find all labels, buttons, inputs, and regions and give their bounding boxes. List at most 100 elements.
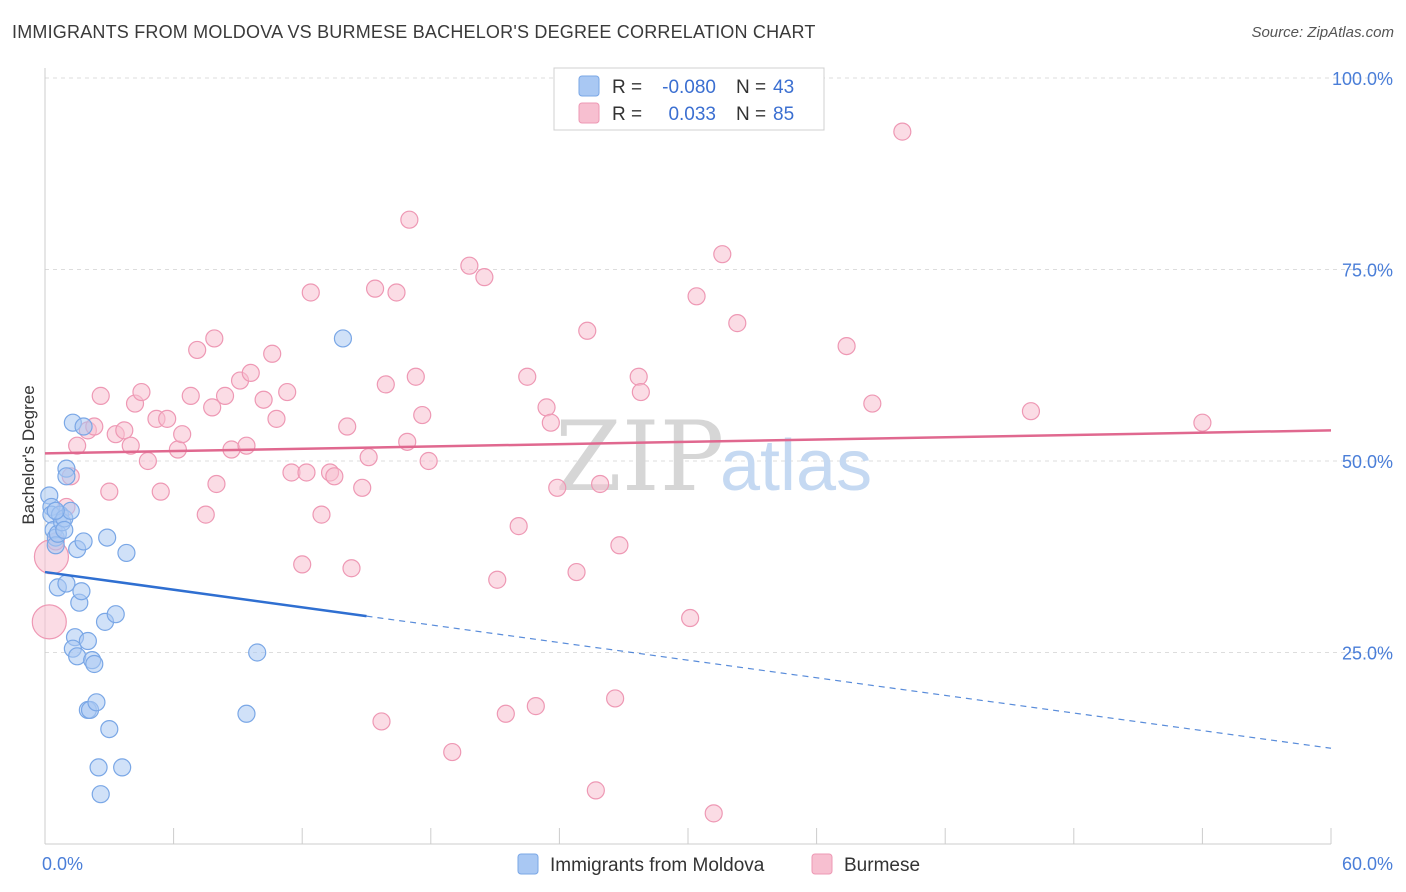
burmese-point <box>497 705 514 722</box>
burmese-point <box>519 368 536 385</box>
burmese-point <box>242 364 259 381</box>
burmese-point <box>592 475 609 492</box>
burmese-point <box>313 506 330 523</box>
burmese-point <box>894 123 911 140</box>
burmese-point <box>705 805 722 822</box>
burmese-point <box>32 605 66 639</box>
burmese-point <box>159 410 176 427</box>
burmese-point <box>92 387 109 404</box>
burmese-point <box>152 483 169 500</box>
burmese-point <box>197 506 214 523</box>
burmese-point <box>1194 414 1211 431</box>
burmese-point <box>388 284 405 301</box>
burmese-point <box>182 387 199 404</box>
burmese-point <box>298 464 315 481</box>
burmese-point <box>255 391 272 408</box>
moldova-point <box>238 705 255 722</box>
burmese-point <box>133 384 150 401</box>
moldova-point <box>58 468 75 485</box>
burmese-point <box>607 690 624 707</box>
burmese-point <box>682 610 699 627</box>
burmese-point <box>611 537 628 554</box>
burmese-point <box>542 414 559 431</box>
moldova-point <box>249 644 266 661</box>
burmese-point <box>360 449 377 466</box>
scatter-chart: ZIP atlas 25.0%50.0%75.0%100.0%0.0% 60.0%… <box>0 0 1406 892</box>
moldova-point <box>90 759 107 776</box>
legend-burmese-r-label: R = <box>612 104 642 125</box>
burmese-point <box>339 418 356 435</box>
bottom-legend-burmese-label: Burmese <box>844 855 920 876</box>
burmese-point <box>343 560 360 577</box>
burmese-point <box>139 453 156 470</box>
y-tick-label-50: 50.0% <box>1342 452 1393 472</box>
legend-burmese-swatch <box>579 103 599 123</box>
burmese-point <box>538 399 555 416</box>
burmese-point <box>510 518 527 535</box>
moldova-trend-line <box>45 572 367 616</box>
burmese-point <box>367 280 384 297</box>
bottom-legend-moldova-swatch <box>518 854 538 874</box>
burmese-point <box>268 410 285 427</box>
moldova-point <box>334 330 351 347</box>
legend-burmese-r-value: 0.033 <box>668 104 716 125</box>
y-tick-label-25: 25.0% <box>1342 644 1393 664</box>
x-tick-label-max: 60.0% <box>1342 854 1393 874</box>
burmese-point <box>729 315 746 332</box>
moldova-trend-line-extrapolated <box>367 616 1332 748</box>
bottom-legend-burmese-swatch <box>812 854 832 874</box>
y-tick-label-100: 100.0% <box>1332 69 1393 89</box>
burmese-point <box>206 330 223 347</box>
burmese-point <box>279 384 296 401</box>
burmese-point <box>238 437 255 454</box>
burmese-point <box>864 395 881 412</box>
moldova-point <box>79 633 96 650</box>
moldova-point <box>114 759 131 776</box>
moldova-point <box>56 521 73 538</box>
moldova-point <box>107 606 124 623</box>
moldova-point <box>99 529 116 546</box>
legend-moldova-swatch <box>579 76 599 96</box>
moldova-point <box>73 583 90 600</box>
burmese-point <box>294 556 311 573</box>
watermark-zip: ZIP <box>555 401 724 513</box>
burmese-point <box>189 341 206 358</box>
burmese-point <box>377 376 394 393</box>
burmese-point <box>461 257 478 274</box>
burmese-point <box>714 246 731 263</box>
burmese-point <box>838 338 855 355</box>
burmese-point <box>630 368 647 385</box>
burmese-point <box>326 468 343 485</box>
burmese-point <box>169 441 186 458</box>
legend-burmese-n-label: N = <box>736 104 766 125</box>
moldova-point <box>88 694 105 711</box>
y-tick-label-75: 75.0% <box>1342 261 1393 281</box>
y-axis-title: Bachelor's Degree <box>19 385 38 524</box>
moldova-point <box>118 544 135 561</box>
moldova-point <box>92 786 109 803</box>
x-tick-label-min: 0.0% <box>42 854 83 874</box>
moldova-point <box>75 533 92 550</box>
burmese-point <box>549 479 566 496</box>
moldova-point <box>101 721 118 738</box>
moldova-point <box>58 575 75 592</box>
legend-moldova-n-label: N = <box>736 77 766 98</box>
burmese-point <box>264 345 281 362</box>
burmese-point <box>407 368 424 385</box>
legend-moldova-n-value: 43 <box>773 77 794 98</box>
legend-moldova-r-value: -0.080 <box>662 77 716 98</box>
burmese-point <box>587 782 604 799</box>
burmese-point <box>217 387 234 404</box>
burmese-point <box>208 475 225 492</box>
burmese-point <box>688 288 705 305</box>
burmese-point <box>174 426 191 443</box>
burmese-point <box>420 453 437 470</box>
legend-burmese-n-value: 85 <box>773 104 794 125</box>
burmese-point <box>632 384 649 401</box>
moldova-point <box>47 502 64 519</box>
moldova-point <box>69 648 86 665</box>
burmese-point <box>101 483 118 500</box>
burmese-point <box>527 698 544 715</box>
moldova-point <box>75 418 92 435</box>
burmese-point <box>568 564 585 581</box>
